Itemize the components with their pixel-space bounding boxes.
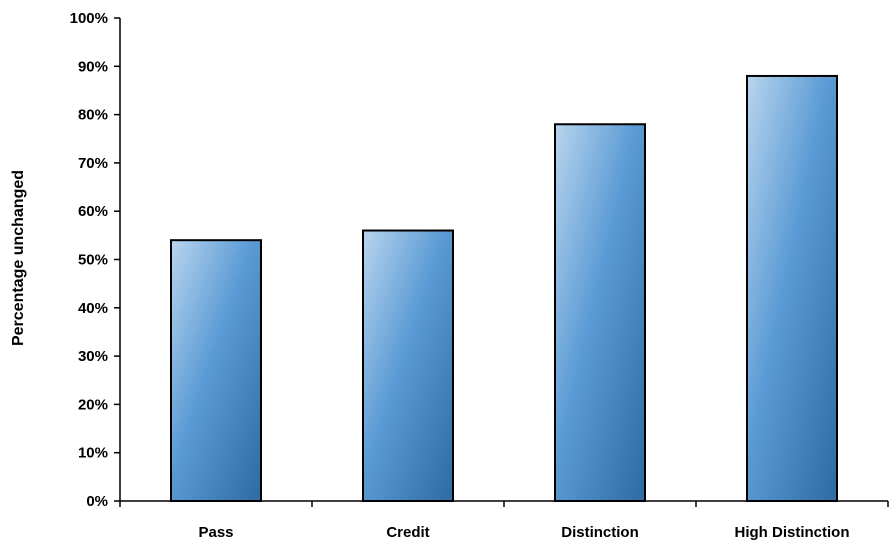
x-tick-label: Distinction	[561, 524, 639, 541]
y-tick-label: 80%	[78, 107, 108, 124]
x-tick-label: Pass	[198, 524, 233, 541]
x-tick-label: Credit	[386, 524, 429, 541]
x-tick-label: High Distinction	[735, 524, 850, 541]
axes-layer	[114, 17, 889, 507]
y-tick-label: 100%	[70, 10, 108, 27]
y-tick-label: 0%	[86, 493, 108, 510]
bar-high-distinction	[746, 74, 838, 503]
bar-pass	[170, 239, 262, 502]
y-tick-label: 40%	[78, 300, 108, 317]
y-tick-label: 10%	[78, 445, 108, 462]
y-tick-label: 90%	[78, 58, 108, 75]
y-tick-label: 30%	[78, 348, 108, 365]
y-tick-label: 50%	[78, 252, 108, 269]
bar-distinction	[554, 123, 646, 502]
y-tick-label: 60%	[78, 203, 108, 220]
y-axis-title: Percentage unchanged	[10, 170, 27, 346]
bar-credit	[362, 229, 454, 503]
y-tick-label: 20%	[78, 396, 108, 413]
y-tick-label: 70%	[78, 155, 108, 172]
bars-layer	[170, 74, 838, 503]
labels-layer: Pass Credit Distinction High Distinction 0% 1…	[70, 10, 850, 541]
